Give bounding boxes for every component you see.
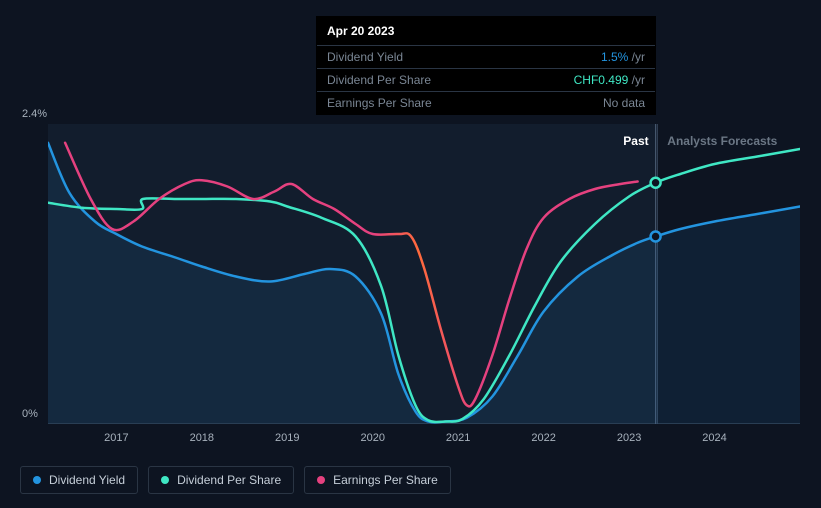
tooltip-date: Apr 20 2023 — [317, 17, 655, 45]
x-tick: 2018 — [190, 432, 214, 444]
legend-dot — [33, 476, 41, 484]
legend-item-dividend-yield[interactable]: Dividend Yield — [20, 466, 138, 494]
tooltip-label: Dividend Per Share — [327, 73, 431, 87]
tooltip-row: Earnings Per Share No data — [317, 91, 655, 114]
x-tick: 2023 — [617, 432, 641, 444]
legend-label: Earnings Per Share — [333, 473, 438, 487]
tooltip-value: 1.5% /yr — [601, 50, 645, 64]
y-tick-min: 0% — [22, 408, 38, 420]
tooltip-label: Dividend Yield — [327, 50, 403, 64]
tooltip-row: Dividend Per Share CHF0.499 /yr — [317, 68, 655, 91]
legend-item-dividend-per-share[interactable]: Dividend Per Share — [148, 466, 294, 494]
y-tick-max: 2.4% — [22, 108, 47, 120]
x-tick: 2020 — [360, 432, 384, 444]
x-tick: 2017 — [104, 432, 128, 444]
tooltip-row: Dividend Yield 1.5% /yr — [317, 45, 655, 68]
x-tick: 2019 — [275, 432, 299, 444]
past-region-label: Past — [623, 134, 648, 148]
legend-item-earnings-per-share[interactable]: Earnings Per Share — [304, 466, 451, 494]
legend-dot — [317, 476, 325, 484]
x-tick: 2021 — [446, 432, 470, 444]
forecast-region-label: Analysts Forecasts — [667, 134, 777, 148]
chart-plot-area[interactable] — [48, 124, 800, 424]
chart-tooltip: Apr 20 2023 Dividend Yield 1.5% /yr Divi… — [316, 16, 656, 115]
x-axis: 2017 2018 2019 2020 2021 2022 2023 2024 — [48, 432, 800, 448]
x-tick: 2024 — [702, 432, 726, 444]
chart-legend: Dividend Yield Dividend Per Share Earnin… — [20, 466, 451, 494]
legend-label: Dividend Per Share — [177, 473, 281, 487]
tooltip-value: CHF0.499 /yr — [574, 73, 645, 87]
legend-label: Dividend Yield — [49, 473, 125, 487]
tooltip-value: No data — [603, 96, 645, 110]
chart-svg — [48, 124, 800, 424]
legend-dot — [161, 476, 169, 484]
x-tick: 2022 — [531, 432, 555, 444]
tooltip-label: Earnings Per Share — [327, 96, 432, 110]
